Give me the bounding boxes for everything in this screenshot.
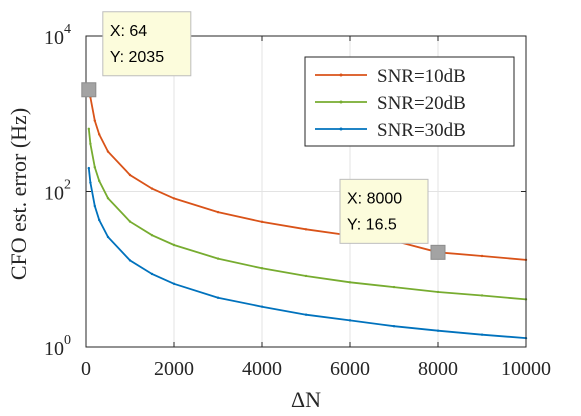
series-point (304, 228, 308, 231)
datatip-x: X: 64 (110, 23, 147, 40)
x-tick-label: 4000 (242, 358, 282, 380)
datatip-marker (81, 82, 97, 98)
x-axis-label: ΔN (291, 387, 321, 412)
series-point (98, 218, 101, 222)
series-point (106, 197, 110, 200)
series-layer (87, 88, 528, 340)
x-tick-label: 0 (81, 358, 91, 380)
x-tick-label: 6000 (330, 358, 370, 380)
series-point (304, 313, 308, 316)
y-tick-label: 10 4 (44, 22, 71, 49)
legend-label-2: SNR=20dB (377, 93, 466, 114)
series-point (89, 181, 92, 184)
series-point (480, 294, 484, 297)
series-point (436, 290, 440, 294)
series-point (87, 166, 91, 170)
datatip-marker (430, 244, 446, 260)
datatip-y: Y: 16.5 (347, 216, 397, 233)
series-point (93, 119, 97, 122)
series-point (216, 257, 220, 260)
x-tick-label: 2000 (154, 358, 194, 380)
datatip-y: Y: 2035 (110, 49, 164, 66)
series-point (89, 142, 92, 146)
series-point (150, 234, 154, 237)
legend-marker (339, 100, 343, 104)
series-point (93, 166, 97, 169)
x-tick-label: 10000 (501, 358, 551, 380)
series-point (87, 127, 91, 131)
datatip-x: X: 8000 (347, 190, 402, 207)
y-tick-exponent: 2 (64, 178, 71, 193)
legend-label-1: SNR=10dB (377, 66, 466, 87)
series-line-3 (87, 168, 527, 339)
datatips: X: 64 Y: 2035 X: 8000 Y: 16.5 (81, 11, 446, 260)
series-point (106, 235, 110, 239)
series-point (216, 210, 220, 214)
y-tick-label: 10 2 (44, 178, 71, 205)
series-point (150, 272, 154, 276)
ticks (85, 35, 527, 348)
y-tick-base: 10 (44, 27, 64, 49)
series-point (172, 243, 176, 247)
series-point (172, 282, 176, 285)
series-point (304, 274, 308, 278)
legend: SNR=10dB SNR=20dB SNR=30dB (304, 56, 515, 147)
series-point (93, 204, 97, 208)
y-tick-base: 10 (44, 183, 64, 205)
series-point (480, 254, 484, 258)
datatip-box (339, 178, 429, 244)
y-tick-base: 10 (44, 338, 64, 360)
y-tick-exponent: 4 (64, 22, 71, 37)
series-point (216, 296, 220, 299)
series-point (260, 220, 264, 224)
series-point (98, 179, 101, 183)
series-point (98, 133, 101, 136)
series-point (260, 305, 264, 308)
series-point (260, 267, 264, 270)
y-axis-label: CFO est. error (Hz) (6, 108, 31, 280)
series-point (348, 319, 352, 322)
y-tick-exponent: 0 (64, 333, 71, 348)
series-point (128, 173, 132, 177)
series-point (392, 285, 396, 289)
legend-marker (339, 73, 343, 77)
x-tick-label: 8000 (418, 358, 458, 380)
series-point (128, 220, 132, 223)
series-line-2 (87, 128, 527, 301)
legend-marker (339, 127, 343, 131)
series-line-1 (87, 89, 527, 261)
datatip-box (102, 11, 192, 77)
series-point (436, 329, 440, 332)
series-point (106, 150, 110, 153)
series-point (172, 197, 176, 200)
series-point (150, 187, 154, 190)
series-point (392, 325, 396, 328)
legend-label-3: SNR=30dB (377, 120, 466, 141)
series-point (348, 281, 352, 284)
series-point (480, 333, 484, 336)
y-tick-label: 10 0 (44, 333, 71, 360)
series-point (128, 259, 132, 262)
